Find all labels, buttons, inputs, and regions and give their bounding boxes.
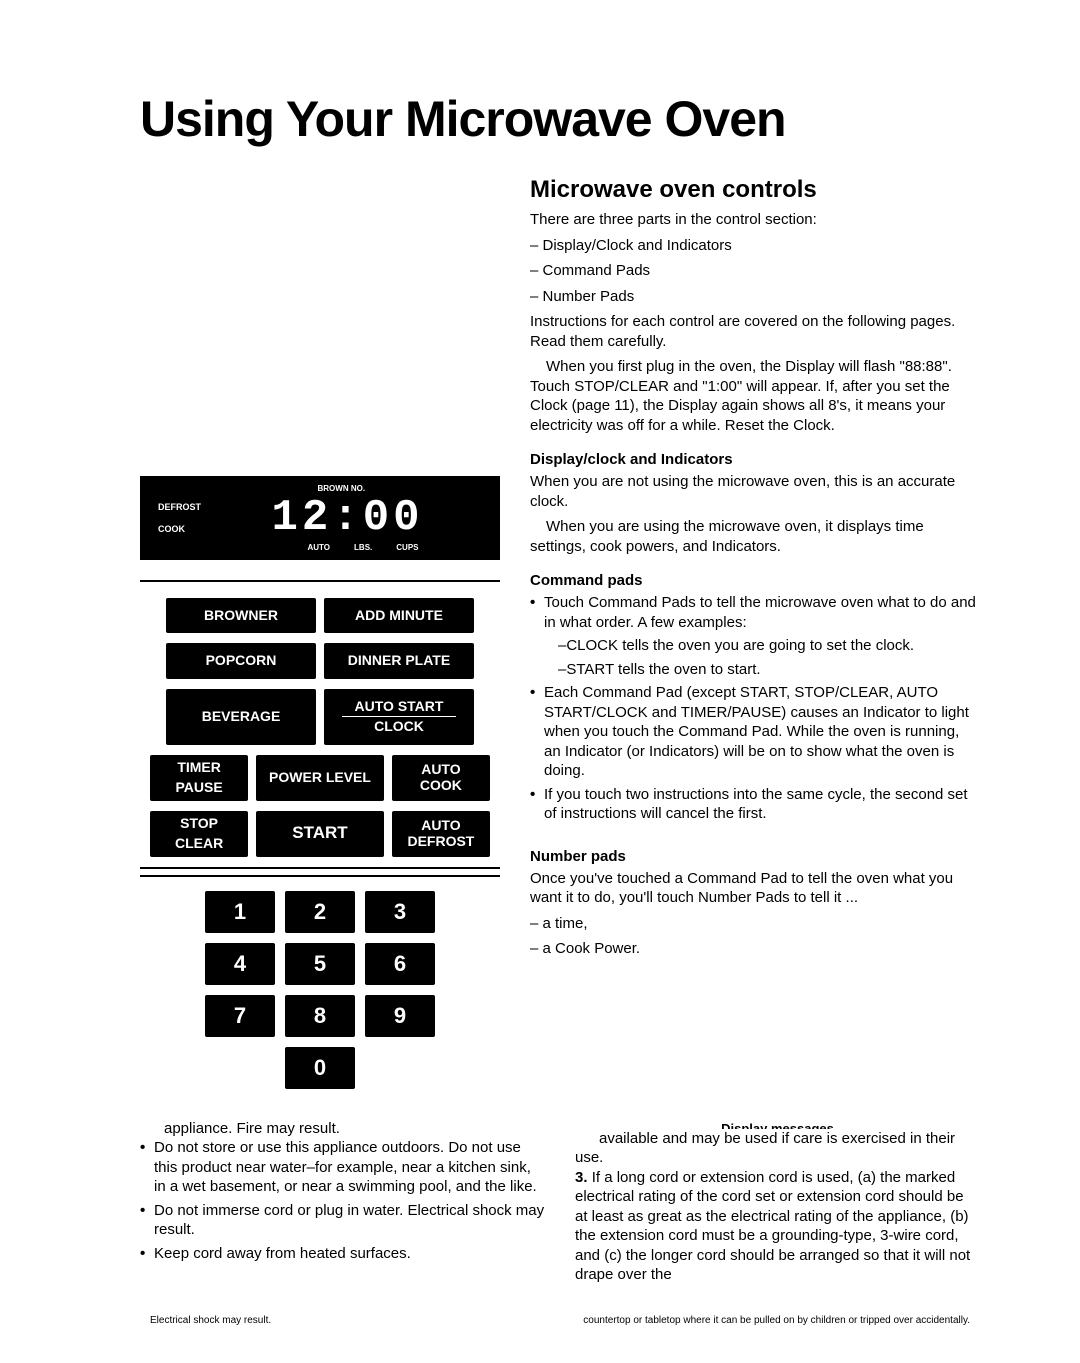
number-7-button[interactable]: 7 [205,995,275,1037]
list-item: Do not immerse cord or plug in water. El… [140,1201,545,1240]
frag-r0: available and may be used if care is exe… [575,1129,980,1168]
display-digits: 12:00 [271,493,423,543]
page-title: Using Your Microwave Oven [140,90,980,148]
intro-bullet2: – Command Pads [530,261,980,281]
intro-bullet3: – Number Pads [530,287,980,307]
command-pads-heading: Command pads [530,572,980,589]
intro-para1: Instructions for each control are covere… [530,312,980,351]
list-number: 3. [575,1169,588,1186]
number-6-button[interactable]: 6 [365,943,435,985]
footer-left: Electrical shock may result. [150,1315,271,1326]
number-3-button[interactable]: 3 [365,891,435,933]
command-pads-list: Touch Command Pads to tell the microwave… [530,593,980,824]
display-left-labels: DEFROST COOK [158,502,201,534]
command-pads-panel: BROWNER ADD MINUTE POPCORN DINNER PLATE … [140,580,500,869]
lbs-label: LBS. [354,543,372,552]
cutoff-heading: Display messages [575,1119,980,1129]
auto-start-label: AUTO START [355,699,444,714]
bottom-fragment: appliance. Fire may result. Do not store… [140,1119,980,1285]
main-columns: DEFROST COOK BROWN NO. 12:00 AUTO LBS. C… [140,176,980,1099]
beverage-button[interactable]: BEVERAGE [166,689,316,745]
auto-label: AUTO [308,543,331,552]
frag-r1: 3. If a long cord or extension cord is u… [575,1168,980,1285]
intro-bullet1: – Display/Clock and Indicators [530,236,980,256]
cmd-b1a: –CLOCK tells the oven you are going to s… [558,636,980,656]
list-item: Touch Command Pads to tell the microwave… [530,593,980,679]
display-top-label: BROWN NO. [318,484,366,493]
auto-defrost-button[interactable]: AUTO DEFROST [392,811,490,857]
bottom-left-col: appliance. Fire may result. Do not store… [140,1119,545,1285]
control-panel-illustration: DEFROST COOK BROWN NO. 12:00 AUTO LBS. C… [140,176,500,1099]
number-pads-p1: Once you've touched a Command Pad to tel… [530,869,980,908]
list-item: Keep cord away from heated surfaces. [140,1244,545,1264]
number-pads-panel: 1 2 3 4 5 6 7 8 9 0 [140,875,500,1089]
cmd-b1b: –START tells the oven to start. [558,660,980,680]
section-title: Microwave oven controls [530,176,980,204]
start-button[interactable]: START [256,811,384,857]
footer-fragment: Electrical shock may result. countertop … [140,1315,980,1326]
intro-para2: When you first plug in the oven, the Dis… [530,357,980,435]
frag-r1-text: If a long cord or extension cord is used… [575,1169,970,1284]
cmd-b1: Touch Command Pads to tell the microwave… [544,594,976,631]
stop-label: STOP [180,816,218,831]
auto-cook-button[interactable]: AUTO COOK [392,755,490,801]
number-pads-i2: – a Cook Power. [530,939,980,959]
intro-line1: There are three parts in the control sec… [530,210,980,230]
dinner-plate-button[interactable]: DINNER PLATE [324,643,474,678]
number-pads-heading: Number pads [530,848,980,865]
footer-right: countertop or tabletop where it can be p… [583,1315,970,1326]
button-divider [342,716,456,717]
defrost-label: DEFROST [158,502,201,512]
text-column: Microwave oven controls There are three … [530,176,980,1099]
defrost-label: DEFROST [407,834,474,849]
number-8-button[interactable]: 8 [285,995,355,1037]
list-item: Each Command Pad (except START, STOP/CLE… [530,683,980,781]
display-clock-heading: Display/clock and Indicators [530,451,980,468]
auto-start-clock-button[interactable]: AUTO START CLOCK [324,689,474,745]
popcorn-button[interactable]: POPCORN [166,643,316,678]
clock-label: CLOCK [374,719,424,734]
auto-label: AUTO [421,818,460,833]
auto-label: AUTO [421,762,460,777]
frag-l0: appliance. Fire may result. [140,1119,545,1139]
add-minute-button[interactable]: ADD MINUTE [324,598,474,633]
number-0-button[interactable]: 0 [285,1047,355,1089]
display-clock-p1: When you are not using the microwave ove… [530,472,980,511]
display-panel: DEFROST COOK BROWN NO. 12:00 AUTO LBS. C… [140,476,500,560]
number-4-button[interactable]: 4 [205,943,275,985]
number-5-button[interactable]: 5 [285,943,355,985]
bottom-right-col: Display messages available and may be us… [575,1119,980,1285]
cook-label: COOK [158,524,201,534]
list-item: Do not store or use this appliance outdo… [140,1138,545,1197]
browner-button[interactable]: BROWNER [166,598,316,633]
display-clock-p2: When you are using the microwave oven, i… [530,517,980,556]
stop-clear-button[interactable]: STOP CLEAR [150,811,248,857]
number-pads-i1: – a time, [530,914,980,934]
display-bottom-labels: AUTO LBS. CUPS [308,543,419,552]
list-item: If you touch two instructions into the s… [530,785,980,824]
power-level-button[interactable]: POWER LEVEL [256,755,384,801]
pause-label: PAUSE [176,780,223,795]
cups-label: CUPS [396,543,418,552]
cook-label: COOK [420,778,462,793]
number-1-button[interactable]: 1 [205,891,275,933]
number-2-button[interactable]: 2 [285,891,355,933]
timer-label: TIMER [177,760,221,775]
clear-label: CLEAR [175,836,223,851]
timer-pause-button[interactable]: TIMER PAUSE [150,755,248,801]
number-9-button[interactable]: 9 [365,995,435,1037]
display-center: BROWN NO. 12:00 AUTO LBS. CUPS [213,488,482,548]
